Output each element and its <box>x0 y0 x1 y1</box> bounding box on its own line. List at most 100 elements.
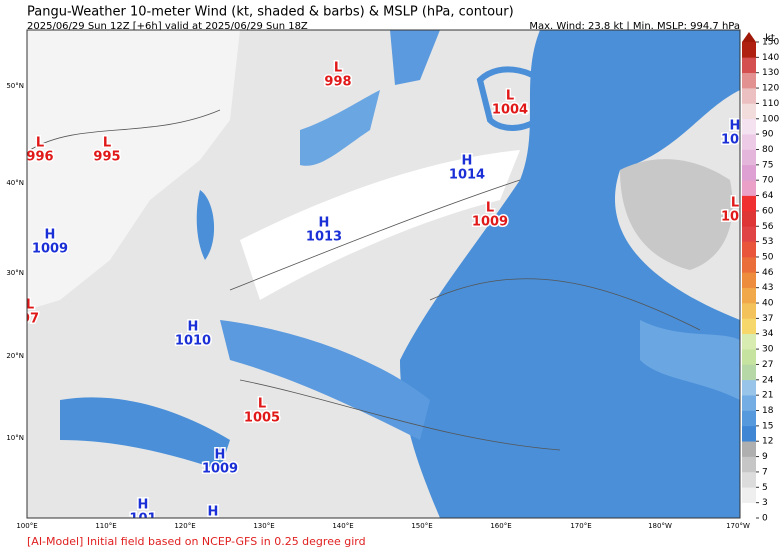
wind-band <box>300 90 380 166</box>
pressure-center-kind: L <box>36 136 44 151</box>
colorbar-swatch <box>742 57 756 74</box>
colorbar-swatch <box>742 134 756 150</box>
colorbar-label: 0 <box>762 514 768 524</box>
colorbar-label: 130 <box>762 68 779 78</box>
colorbar-swatch <box>742 118 756 135</box>
colorbar-label: 70 <box>762 176 774 186</box>
pressure-center-value: 1005 <box>244 411 280 426</box>
colorbar-swatch <box>742 72 756 89</box>
lon-label: 170°E <box>570 522 591 530</box>
colorbar-label: 60 <box>762 206 774 216</box>
colorbar-swatch <box>742 103 756 120</box>
pressure-center-kind: L <box>26 298 34 313</box>
isobar <box>29 109 701 451</box>
pressure-center-kind: L <box>103 136 111 151</box>
colorbar-swatch <box>742 287 756 304</box>
colorbar-unit: kt <box>765 33 775 44</box>
lon-label: 140°E <box>332 522 353 530</box>
lon-label: 100°E <box>16 522 37 530</box>
pressure-center-kind: L <box>506 89 514 104</box>
colorbar-label: 34 <box>762 329 774 339</box>
stats: Max. Wind: 23.8 kt | Min. MSLP: 994.7 hP… <box>529 21 740 32</box>
colorbar-swatch <box>742 410 756 427</box>
colorbar-label: 50 <box>762 252 774 262</box>
wind-high <box>400 30 740 518</box>
pressure-center-kind: L <box>486 201 494 216</box>
lon-label: 170°W <box>726 522 750 530</box>
lon-label: 160°E <box>490 522 511 530</box>
colorbar-label: 24 <box>762 375 774 385</box>
pressure-center-kind: L <box>731 196 739 211</box>
pressure-center-kind: H <box>208 505 219 520</box>
lat-label: 30°N <box>6 269 24 277</box>
colorbar-swatch <box>742 379 756 396</box>
pressure-center-value: 10 <box>721 210 739 225</box>
colorbar-swatch <box>742 88 756 104</box>
colorbar-arrow <box>742 32 756 42</box>
colorbar-label: 120 <box>762 84 779 94</box>
pressure-center-value: 1004 <box>492 103 528 118</box>
colorbar-label: 46 <box>762 268 774 278</box>
wind-band <box>220 320 430 440</box>
colorbar-swatch <box>742 42 756 58</box>
subtitle: 2025/06/29 Sun 12Z [+6h] valid at 2025/0… <box>27 21 308 32</box>
colorbar-swatch <box>742 256 756 273</box>
colorbar-swatch <box>742 149 756 166</box>
colorbar-label: 30 <box>762 345 774 355</box>
pressure-center-value: 1013 <box>306 230 342 245</box>
pressure-center-value: 1009 <box>472 215 508 230</box>
colorbar-label: 9 <box>762 452 768 462</box>
colorbar-swatch <box>742 164 756 181</box>
colorbar-swatch <box>742 226 756 242</box>
pressure-center-kind: H <box>462 154 473 169</box>
calm-center <box>620 159 733 270</box>
colorbar-label: 7 <box>762 467 768 477</box>
pressure-center-value: 1009 <box>202 462 238 477</box>
lat-label: 50°N <box>6 82 24 90</box>
pressure-center-value: 97 <box>21 312 39 327</box>
colorbar-label: 15 <box>762 421 773 431</box>
pressure-center-kind: H <box>188 320 199 335</box>
colorbar-label: 53 <box>762 237 773 247</box>
pressure-center-value: 101 <box>129 512 156 527</box>
pressure-center-value: 1009 <box>32 242 68 257</box>
colorbar-swatch <box>742 349 756 365</box>
colorbar-label: 80 <box>762 145 774 155</box>
colorbar-label: 90 <box>762 130 774 140</box>
colorbar-label: 140 <box>762 53 779 63</box>
colorbar-label: 110 <box>762 99 779 109</box>
lat-label: 40°N <box>6 179 24 187</box>
colorbar-label: 56 <box>762 222 774 232</box>
colorbar-swatch <box>742 303 756 319</box>
pressure-center-value: 1010 <box>175 334 211 349</box>
colorbar-swatch <box>742 425 756 442</box>
pressure-center-value: 995 <box>93 150 120 165</box>
pressure-center-kind: L <box>334 61 342 76</box>
calm-band <box>240 150 520 300</box>
title: Pangu-Weather 10-meter Wind (kt, shaded … <box>27 5 514 20</box>
pressure-center-kind: L <box>258 397 266 412</box>
pressure-center-kind: H <box>138 498 149 513</box>
colorbar-swatch <box>742 502 756 519</box>
colorbar-swatch <box>742 210 756 227</box>
land-calm <box>27 30 240 310</box>
lon-label: 130°E <box>253 522 274 530</box>
colorbar-label: 18 <box>762 406 774 416</box>
pressure-center-value: 1014 <box>449 168 485 183</box>
colorbar-swatch <box>742 471 756 488</box>
pressure-center-value: 998 <box>324 75 351 90</box>
lat-label: 10°N <box>6 434 24 442</box>
colorbar-label: 3 <box>762 498 768 508</box>
colorbar-swatch <box>742 272 756 288</box>
colorbar-label: 75 <box>762 160 773 170</box>
colorbar-label: 40 <box>762 299 774 309</box>
pressure-center-kind: H <box>215 448 226 463</box>
lon-label: 150°E <box>411 522 432 530</box>
wind-band <box>390 30 440 85</box>
colorbar-label: 27 <box>762 360 773 370</box>
colorbar-label: 5 <box>762 483 768 493</box>
lat-label: 20°N <box>6 352 24 360</box>
lon-label: 120°E <box>174 522 195 530</box>
